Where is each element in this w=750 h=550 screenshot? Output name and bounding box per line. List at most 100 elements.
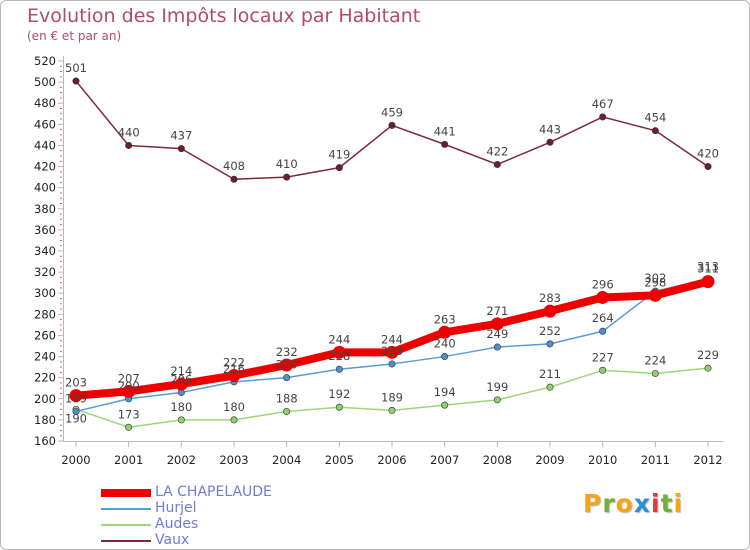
data-label-audes: 227 (592, 350, 614, 364)
data-label-la-chapelaude: 244 (328, 332, 350, 346)
data-label-la-chapelaude: 263 (434, 312, 456, 326)
data-point-la-chapelaude (490, 317, 504, 331)
data-label-vaux: 410 (276, 157, 298, 171)
legend-label-la-chapelaude: LA CHAPELAUDE (155, 484, 272, 500)
data-label-hurjel: 200 (118, 379, 140, 393)
legend-label-vaux: Vaux (155, 532, 190, 548)
data-point-audes (546, 383, 554, 391)
data-point-la-chapelaude (701, 275, 715, 289)
data-point-hurjel (546, 340, 554, 348)
logo-letter: o (615, 489, 634, 518)
x-tick-label: 2007 (430, 453, 459, 467)
x-tick-label: 2002 (167, 453, 196, 467)
data-label-la-chapelaude: 222 (223, 356, 245, 370)
data-label-hurjel: 228 (328, 349, 350, 363)
legend-swatch-hurjel (101, 508, 151, 510)
y-tick-label: 240 (34, 350, 56, 364)
data-point-la-chapelaude (385, 345, 399, 359)
data-point-la-chapelaude (174, 377, 188, 391)
logo-letter: x (633, 489, 651, 518)
data-point-vaux (335, 164, 343, 172)
data-point-hurjel (441, 353, 449, 361)
data-point-vaux (72, 77, 80, 85)
data-point-la-chapelaude (227, 369, 241, 383)
data-label-audes: 189 (381, 390, 403, 404)
data-point-audes (125, 423, 133, 431)
data-label-hurjel: 264 (592, 311, 614, 325)
data-point-vaux (546, 138, 554, 146)
y-tick-label: 260 (34, 328, 56, 342)
chart-subtitle: (en € et par an) (27, 29, 122, 43)
proxiti-logo: Proxiti (583, 489, 683, 518)
data-label-la-chapelaude: 296 (592, 277, 614, 291)
data-label-hurjel: 313 (697, 260, 719, 274)
logo-letter: i (673, 489, 684, 518)
data-point-vaux (230, 175, 238, 183)
x-tick-label: 2000 (61, 453, 90, 467)
data-point-audes (493, 396, 501, 404)
data-label-vaux: 440 (118, 125, 140, 139)
data-label-vaux: 454 (644, 111, 666, 125)
data-point-audes (388, 406, 396, 414)
chart-title: Evolution des Impôts locaux par Habitant (27, 5, 421, 27)
logo-letter: r (602, 489, 616, 518)
data-label-audes: 229 (697, 348, 719, 362)
y-tick-label: 460 (34, 117, 56, 131)
data-point-vaux (704, 163, 712, 171)
y-tick-label: 340 (34, 244, 56, 258)
data-point-vaux (125, 141, 133, 149)
data-label-hurjel: 189 (65, 391, 87, 405)
data-label-audes: 180 (223, 400, 245, 414)
data-point-audes (230, 416, 238, 424)
data-point-audes (599, 366, 607, 374)
y-tick-label: 400 (34, 181, 56, 195)
data-point-audes (704, 364, 712, 372)
data-label-vaux: 408 (223, 159, 245, 173)
x-tick-label: 2009 (535, 453, 564, 467)
y-tick-label: 500 (34, 75, 56, 89)
data-label-hurjel: 216 (223, 362, 245, 376)
data-point-la-chapelaude (69, 389, 83, 403)
y-tick-label: 200 (34, 392, 56, 406)
data-label-audes: 199 (486, 380, 508, 394)
data-label-vaux: 420 (697, 147, 719, 161)
y-tick-label: 300 (34, 286, 56, 300)
data-label-hurjel: 220 (276, 358, 298, 372)
data-label-hurjel: 252 (539, 324, 561, 338)
data-label-vaux: 467 (592, 97, 614, 111)
data-point-vaux (651, 127, 659, 135)
y-tick-label: 320 (34, 265, 56, 279)
y-tick-label: 440 (34, 138, 56, 152)
logo-letter: t (660, 489, 674, 518)
y-tick-label: 480 (34, 96, 56, 110)
data-point-la-chapelaude (648, 288, 662, 302)
data-point-audes (283, 407, 291, 415)
data-point-la-chapelaude (332, 345, 346, 359)
data-label-audes: 188 (276, 391, 298, 405)
data-point-vaux (493, 160, 501, 168)
data-label-la-chapelaude: 232 (276, 345, 298, 359)
data-point-vaux (283, 173, 291, 181)
data-point-hurjel (599, 327, 607, 335)
data-point-hurjel (283, 374, 291, 382)
data-label-hurjel: 302 (644, 271, 666, 285)
y-tick-label: 280 (34, 307, 56, 321)
data-label-hurjel: 233 (381, 344, 403, 358)
y-tick-label: 360 (34, 223, 56, 237)
data-label-hurjel: 206 (170, 372, 192, 386)
data-label-vaux: 419 (328, 148, 350, 162)
x-tick-label: 2012 (693, 453, 722, 467)
data-label-la-chapelaude: 298 (644, 275, 666, 289)
legend-label-hurjel: Hurjel (155, 500, 197, 516)
x-tick-label: 2004 (272, 453, 301, 467)
x-tick-label: 2005 (325, 453, 354, 467)
y-tick-label: 420 (34, 160, 56, 174)
y-tick-label: 520 (34, 54, 56, 68)
y-tick-label: 220 (34, 371, 56, 385)
data-label-vaux: 422 (486, 144, 508, 158)
data-point-la-chapelaude (122, 384, 136, 398)
data-label-hurjel: 249 (486, 327, 508, 341)
data-label-la-chapelaude: 283 (539, 291, 561, 305)
